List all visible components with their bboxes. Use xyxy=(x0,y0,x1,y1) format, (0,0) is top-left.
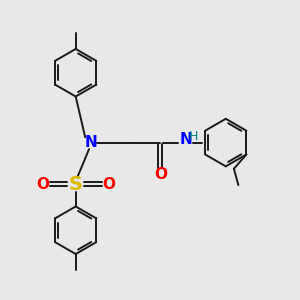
Text: O: O xyxy=(102,177,115,192)
Text: O: O xyxy=(37,177,50,192)
Text: N: N xyxy=(84,135,97,150)
Text: H: H xyxy=(189,130,198,142)
Text: S: S xyxy=(69,175,83,194)
Text: O: O xyxy=(154,167,167,182)
Text: N: N xyxy=(179,131,192,146)
